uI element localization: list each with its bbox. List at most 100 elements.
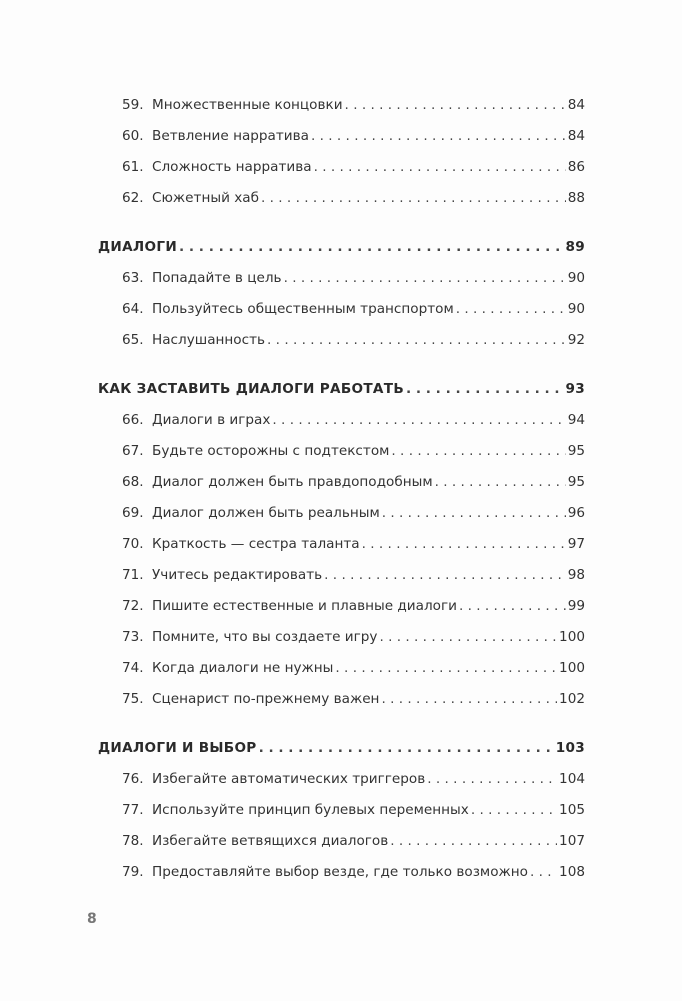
- leader-dots: [345, 90, 566, 121]
- entry-title: Пишите естественные и плавные диалоги: [152, 598, 457, 614]
- toc-entry[interactable]: 60. Ветвление нарратива 84: [98, 121, 585, 152]
- entry-number: 67.: [122, 443, 144, 459]
- entry-number: 74.: [122, 660, 144, 676]
- leader-dots: [324, 560, 566, 591]
- entry-page: 100: [559, 629, 585, 645]
- entry-number: 71.: [122, 567, 144, 583]
- leader-dots: [382, 498, 566, 529]
- toc-entry[interactable]: 59. Множественные концовки 84: [98, 90, 585, 121]
- toc-entry[interactable]: 63. Попадайте в цель 90: [98, 263, 585, 294]
- leader-dots: [335, 653, 557, 684]
- toc-entry[interactable]: 61. Сложность нарратива 86: [98, 152, 585, 183]
- leader-dots: [362, 529, 566, 560]
- entry-page: 92: [567, 332, 585, 348]
- toc-entry[interactable]: 62. Сюжетный хаб 88: [98, 183, 585, 214]
- section-page: 93: [565, 381, 585, 397]
- toc-entry[interactable]: 77. Используйте принцип булевых переменны…: [98, 795, 585, 826]
- entry-number: 62.: [122, 190, 144, 206]
- entry-page: 86: [567, 159, 585, 175]
- entry-number: 65.: [122, 332, 144, 348]
- entry-number: 73.: [122, 629, 144, 645]
- entry-title: Избегайте ветвящихся диалогов: [152, 833, 389, 849]
- toc-entry[interactable]: 73. Помните, что вы создаете игру 100: [98, 622, 585, 653]
- leader-dots: [379, 622, 557, 653]
- leader-dots: [435, 467, 566, 498]
- leader-dots: [406, 374, 563, 405]
- entry-page: 84: [567, 97, 585, 113]
- page-number: 8: [87, 911, 97, 927]
- toc-entry[interactable]: 69. Диалог должен быть реальным 96: [98, 498, 585, 529]
- entry-number: 79.: [122, 864, 144, 880]
- entry-number: 77.: [122, 802, 144, 818]
- entry-title: Сюжетный хаб: [152, 190, 259, 206]
- toc-entry[interactable]: 72. Пишите естественные и плавные диалоги…: [98, 591, 585, 622]
- toc-entry[interactable]: 67. Будьте осторожны с подтекстом 95: [98, 436, 585, 467]
- table-of-contents: 59. Множественные концовки 84 60. Ветвление …: [98, 90, 585, 888]
- section-page: 103: [555, 740, 585, 756]
- toc-entry[interactable]: 71. Учитесь редактировать 98: [98, 560, 585, 591]
- leader-dots: [459, 591, 566, 622]
- toc-entry[interactable]: 78. Избегайте ветвящихся диалогов 107: [98, 826, 585, 857]
- entry-page: 95: [567, 474, 585, 490]
- section-title: ДИАЛОГИ: [98, 239, 177, 255]
- leader-dots: [284, 263, 566, 294]
- section-heading[interactable]: ДИАЛОГИ 89: [98, 232, 585, 263]
- entry-page: 88: [567, 190, 585, 206]
- entry-page: 98: [567, 567, 585, 583]
- toc-entry[interactable]: 64. Пользуйтесь общественным транспортом 9…: [98, 294, 585, 325]
- toc-entry[interactable]: 79. Предоставляйте выбор везде, где тольк…: [98, 857, 585, 888]
- entry-page: 84: [567, 128, 585, 144]
- toc-entry[interactable]: 76. Избегайте автоматических триггеров 104: [98, 764, 585, 795]
- entry-page: 100: [559, 660, 585, 676]
- entry-title: Пользуйтесь общественным транспортом: [152, 301, 454, 317]
- entry-title: Краткость — сестра таланта: [152, 536, 360, 552]
- leader-dots: [381, 684, 557, 715]
- entry-number: 78.: [122, 833, 144, 849]
- entry-title: Предоставляйте выбор везде, где только в…: [152, 864, 528, 880]
- toc-entry[interactable]: 65. Наслушанность 92: [98, 325, 585, 356]
- leader-dots: [259, 733, 554, 764]
- entry-number: 63.: [122, 270, 144, 286]
- leader-dots: [530, 857, 557, 888]
- entry-page: 90: [567, 301, 585, 317]
- entry-number: 76.: [122, 771, 144, 787]
- section-title: ДИАЛОГИ И ВЫБОР: [98, 740, 257, 756]
- entry-page: 102: [559, 691, 585, 707]
- toc-entry[interactable]: 75. Сценарист по-прежнему важен 102: [98, 684, 585, 715]
- section-heading[interactable]: КАК ЗАСТАВИТЬ ДИАЛОГИ РАБОТАТЬ 93: [98, 374, 585, 405]
- entry-title: Учитесь редактировать: [152, 567, 323, 583]
- entry-number: 60.: [122, 128, 144, 144]
- toc-entry[interactable]: 74. Когда диалоги не нужны 100: [98, 653, 585, 684]
- entry-page: 108: [559, 864, 585, 880]
- entry-page: 107: [559, 833, 585, 849]
- leader-dots: [261, 183, 566, 214]
- entry-title: Диалоги в играх: [152, 412, 271, 428]
- section-page: 89: [565, 239, 585, 255]
- leader-dots: [314, 152, 566, 183]
- entry-page: 90: [567, 270, 585, 286]
- toc-entry[interactable]: 68. Диалог должен быть правдоподобным 95: [98, 467, 585, 498]
- entry-title: Ветвление нарратива: [152, 128, 309, 144]
- entry-title: Используйте принцип булевых переменных: [152, 802, 469, 818]
- entry-number: 69.: [122, 505, 144, 521]
- toc-entry[interactable]: 70. Краткость — сестра таланта 97: [98, 529, 585, 560]
- entry-title: Множественные концовки: [152, 97, 343, 113]
- entry-page: 95: [567, 443, 585, 459]
- entry-page: 105: [559, 802, 585, 818]
- toc-entry[interactable]: 66. Диалоги в играх 94: [98, 405, 585, 436]
- entry-title: Будьте осторожны с подтекстом: [152, 443, 390, 459]
- section-heading[interactable]: ДИАЛОГИ И ВЫБОР 103: [98, 733, 585, 764]
- entry-page: 96: [567, 505, 585, 521]
- entry-page: 99: [567, 598, 585, 614]
- leader-dots: [311, 121, 566, 152]
- leader-dots: [427, 764, 557, 795]
- entry-number: 64.: [122, 301, 144, 317]
- leader-dots: [179, 232, 563, 263]
- entry-title: Наслушанность: [152, 332, 266, 348]
- entry-number: 66.: [122, 412, 144, 428]
- entry-number: 75.: [122, 691, 144, 707]
- entry-page: 104: [559, 771, 585, 787]
- entry-title: Помните, что вы создаете игру: [152, 629, 378, 645]
- entry-page: 94: [567, 412, 585, 428]
- leader-dots: [390, 826, 557, 857]
